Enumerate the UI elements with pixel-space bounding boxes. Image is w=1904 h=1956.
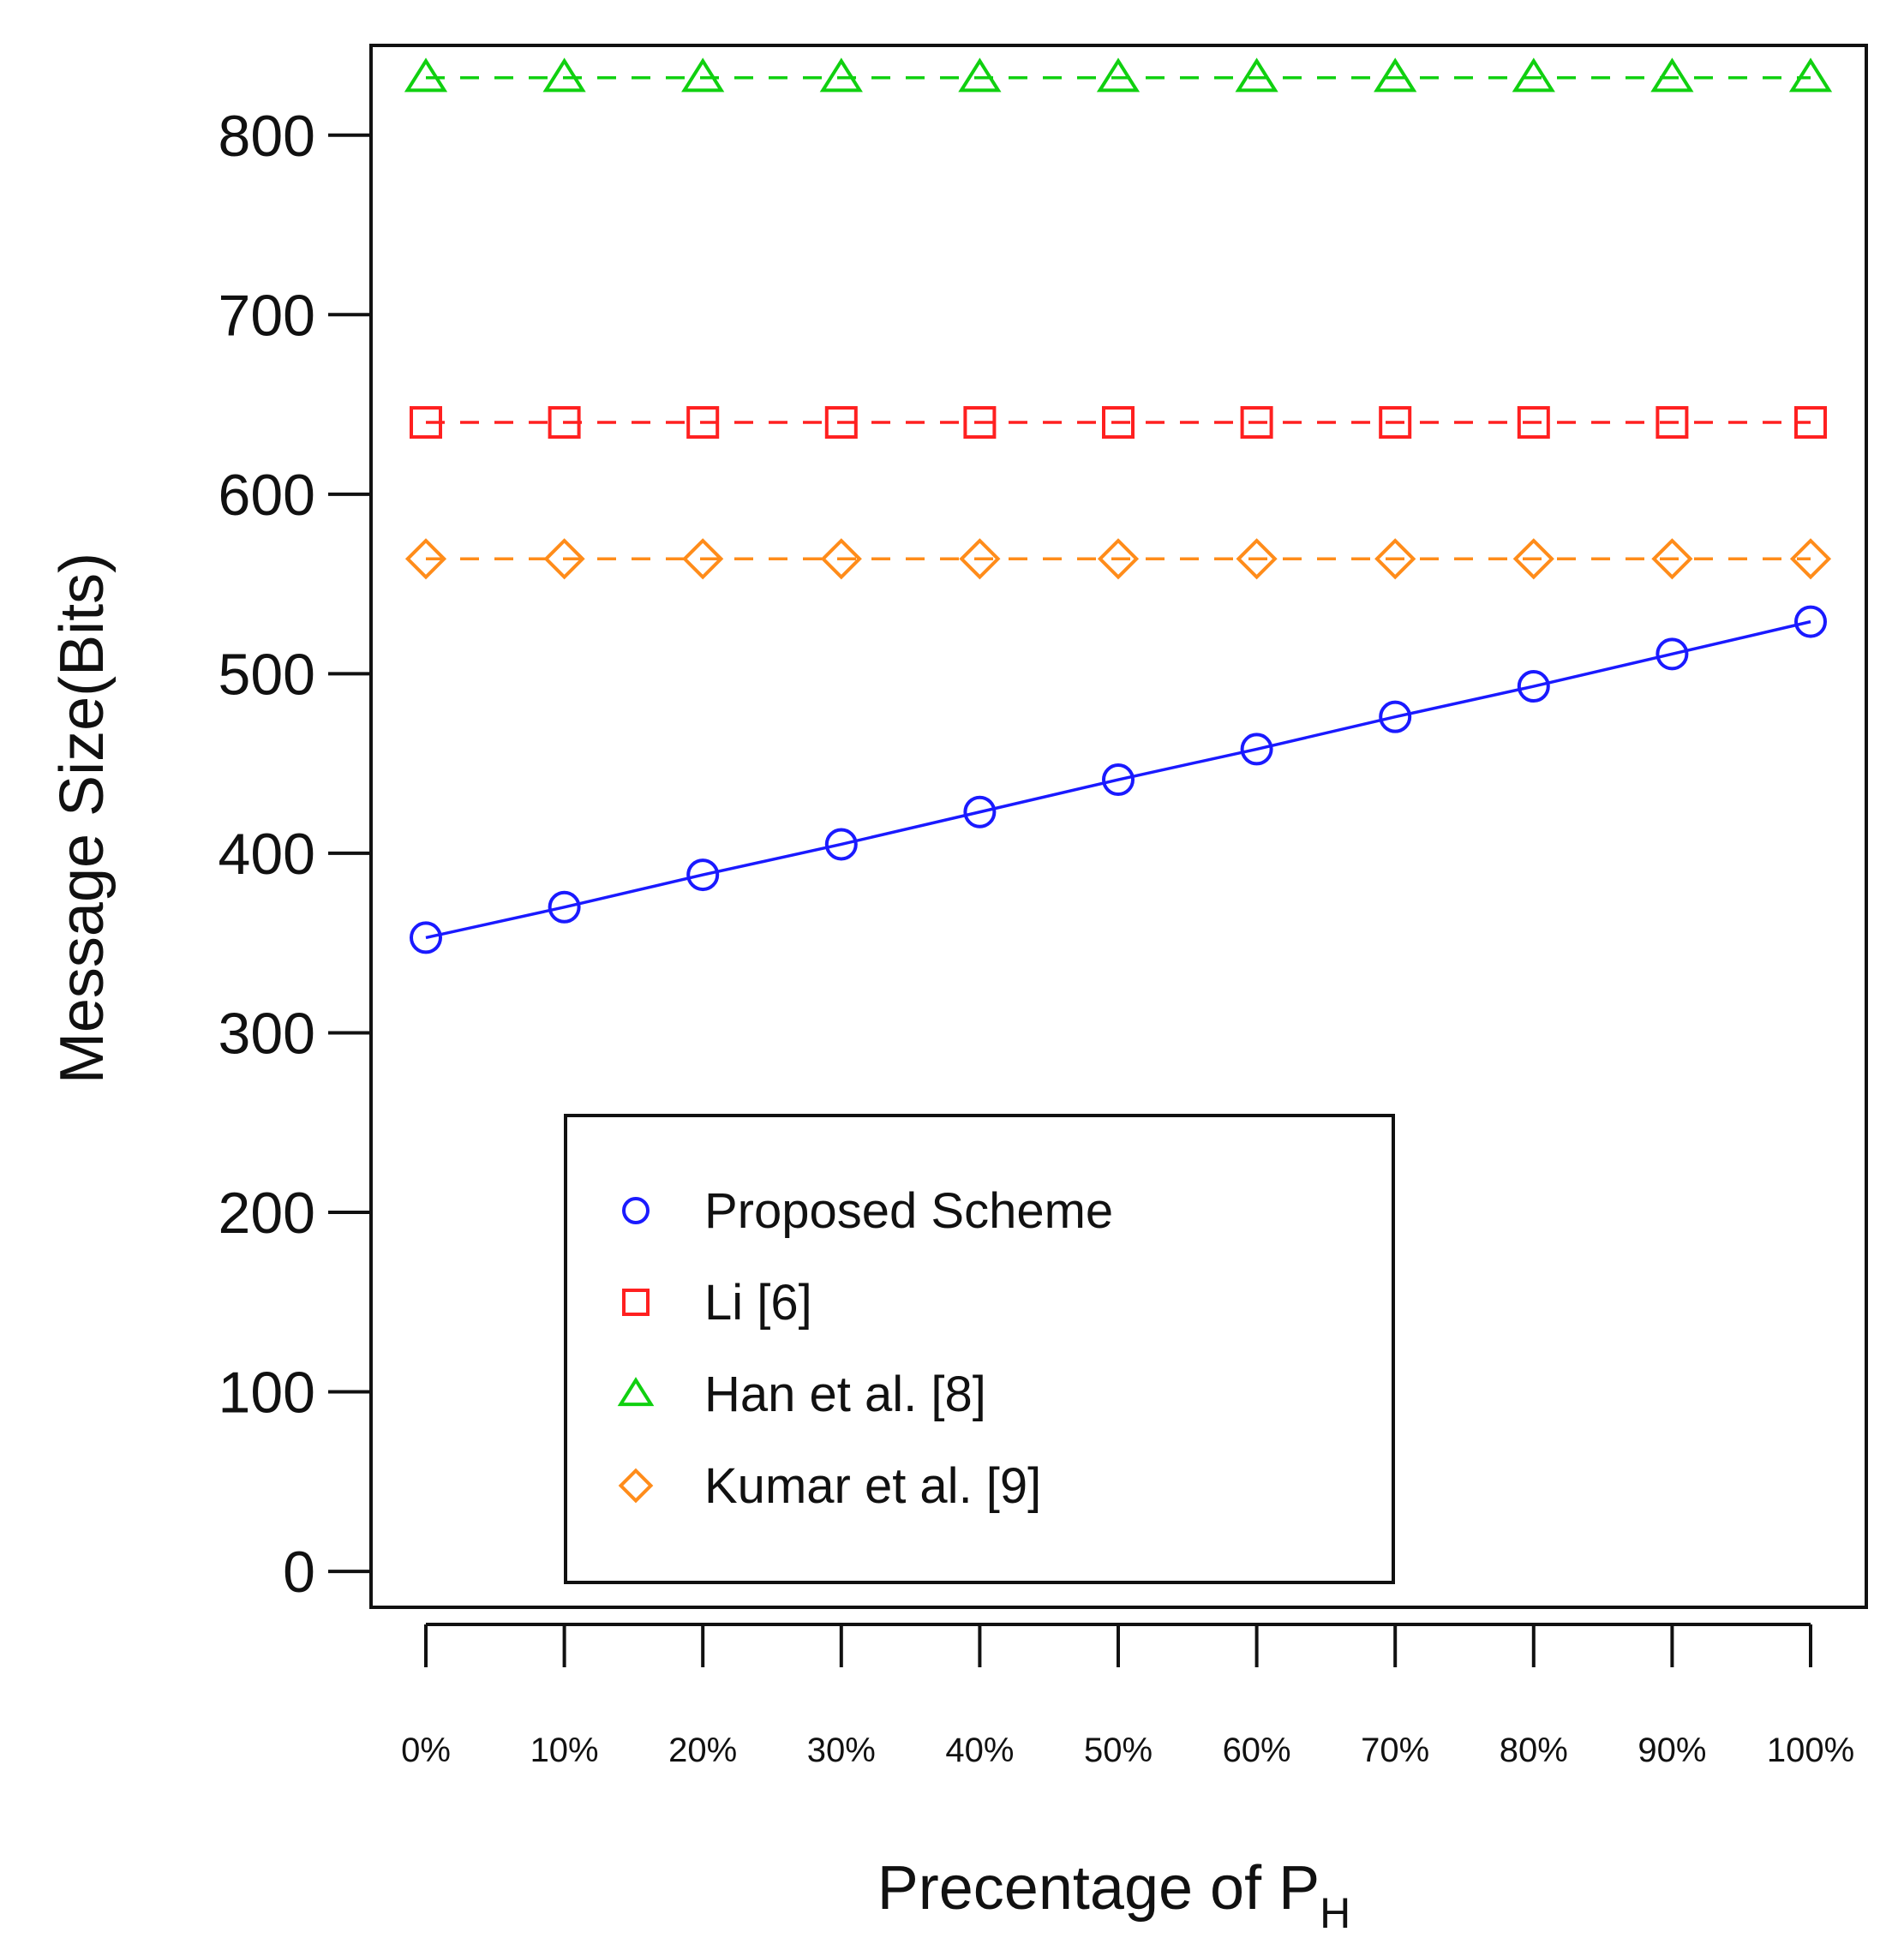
data-point: [686, 858, 720, 892]
data-point: [542, 57, 586, 93]
data-point: [404, 57, 448, 93]
series-han-et-al-8: [404, 57, 1833, 93]
data-point: [1656, 406, 1689, 440]
data-point: [1236, 538, 1278, 580]
data-point: [1794, 605, 1827, 638]
data-point: [1794, 406, 1827, 440]
x-tick-label: 30%: [807, 1732, 876, 1769]
x-tick-label: 50%: [1084, 1732, 1153, 1769]
x-tick-label: 70%: [1361, 1732, 1429, 1769]
y-tick-label: 800: [219, 104, 315, 169]
legend-box: [564, 1114, 1395, 1584]
data-point: [1656, 637, 1689, 671]
x-tick-label: 90%: [1638, 1732, 1706, 1769]
data-point: [1097, 538, 1140, 580]
legend-label: Li [6]: [704, 1275, 812, 1331]
data-point: [824, 828, 858, 861]
data-point: [1512, 538, 1554, 580]
data-point: [1379, 406, 1412, 440]
data-point: [820, 538, 862, 580]
data-point: [410, 406, 442, 440]
y-tick-label: 200: [219, 1181, 315, 1246]
x-tick-label: 20%: [668, 1732, 737, 1769]
data-point: [1102, 406, 1135, 440]
data-point: [404, 538, 447, 580]
y-tick-label: 400: [219, 822, 315, 887]
x-axis-title: Precentage of PH: [877, 1854, 1350, 1937]
y-axis: 0 100 200 300 400 500 600 700 800: [219, 104, 373, 1605]
data-point: [682, 538, 724, 580]
x-tick-label: 40%: [945, 1732, 1014, 1769]
data-point: [548, 890, 581, 924]
y-tick-label: 300: [219, 1001, 315, 1066]
y-tick-label: 600: [219, 463, 315, 528]
x-tick-label: 100%: [1767, 1732, 1854, 1769]
x-tick-label: 60%: [1223, 1732, 1291, 1769]
legend-label: Proposed Scheme: [704, 1183, 1113, 1239]
data-point: [1651, 538, 1693, 580]
data-point: [1517, 406, 1550, 440]
legend-marker: [617, 1377, 655, 1407]
data-point: [1235, 57, 1278, 93]
data-point: [1788, 57, 1833, 93]
data-point: [1512, 57, 1555, 93]
legend: Proposed Scheme Li [6] Han et al. [8] Kumar…: [564, 1114, 1395, 1584]
data-point: [824, 406, 858, 440]
legend-marker: [618, 1468, 654, 1504]
series-kumar-et-al-9: [404, 538, 1832, 580]
x-tick-label: 80%: [1500, 1732, 1568, 1769]
data-point: [681, 57, 725, 93]
y-tick-label: 500: [219, 642, 315, 707]
data-point: [1517, 670, 1550, 703]
data-point: [819, 57, 863, 93]
data-point: [1102, 763, 1135, 797]
data-point: [543, 538, 585, 580]
data-point: [1650, 57, 1694, 93]
data-point: [410, 921, 442, 954]
data-point: [1374, 57, 1417, 93]
legend-label: Han et al. [8]: [704, 1367, 986, 1422]
data-point: [959, 538, 1001, 580]
data-point: [1240, 733, 1273, 766]
data-point: [1379, 700, 1412, 733]
x-tick-label: 0%: [401, 1732, 451, 1769]
series-li-6: [410, 406, 1827, 440]
data-point: [963, 406, 997, 440]
x-axis-title-subscript: H: [1320, 1889, 1350, 1937]
data-point: [1240, 406, 1273, 440]
legend-marker: [622, 1197, 650, 1224]
y-tick-label: 100: [219, 1361, 315, 1426]
data-point: [963, 795, 997, 828]
x-axis: 0% 10% 20% 30% 40% 50% 60% 70% 80% 90% 100%: [401, 1623, 1854, 1769]
data-point: [686, 406, 720, 440]
y-axis-title: Message Size(Bits): [48, 553, 117, 1084]
y-tick-label: 700: [219, 283, 315, 348]
x-axis-title-main: Precentage of P: [877, 1854, 1320, 1923]
data-point: [1096, 57, 1141, 93]
data-point: [1789, 538, 1832, 580]
x-tick-label: 10%: [530, 1732, 599, 1769]
y-tick-label: 0: [283, 1540, 315, 1605]
data-point: [548, 406, 581, 440]
data-point: [1374, 538, 1416, 580]
data-point: [958, 57, 1002, 93]
series-layer: [404, 57, 1833, 954]
legend-label: Kumar et al. [9]: [704, 1458, 1041, 1514]
legend-marker: [622, 1289, 650, 1316]
series-proposed-scheme: [410, 605, 1827, 954]
series-line: [425, 619, 1811, 940]
